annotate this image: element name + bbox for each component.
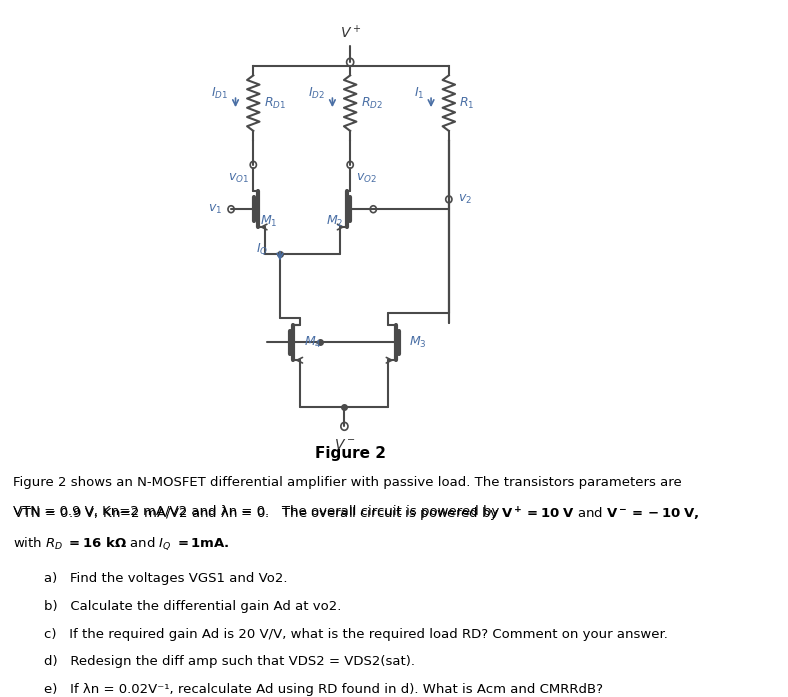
Text: $M_1$: $M_1$ <box>259 214 277 229</box>
Text: c)   If the required gain Ad is 20 V/V, what is the required load RD? Comment on: c) If the required gain Ad is 20 V/V, wh… <box>44 628 668 641</box>
Text: $M_4$: $M_4$ <box>304 335 322 350</box>
Text: Figure 2 shows an N-MOSFET differential amplifier with passive load. The transis: Figure 2 shows an N-MOSFET differential … <box>13 475 682 489</box>
Text: VTN = 0.9 V, Kn=2 mA/V2 and λn = 0.   The overall circuit is powered by: VTN = 0.9 V, Kn=2 mA/V2 and λn = 0. The … <box>13 505 504 519</box>
Text: d)   Redesign the diff amp such that VDS2 = VDS2(sat).: d) Redesign the diff amp such that VDS2 … <box>44 655 415 668</box>
Text: $V^-$: $V^-$ <box>333 438 355 452</box>
Text: $v_{O1}$: $v_{O1}$ <box>228 171 249 185</box>
Text: $I_Q$: $I_Q$ <box>256 241 269 256</box>
Text: $R_{D1}$: $R_{D1}$ <box>264 95 286 111</box>
Text: $v_1$: $v_1$ <box>208 203 222 216</box>
Text: Figure 2: Figure 2 <box>314 446 385 461</box>
Text: a)   Find the voltages VGS1 and Vo2.: a) Find the voltages VGS1 and Vo2. <box>44 572 288 585</box>
Text: $v_{O2}$: $v_{O2}$ <box>355 171 377 185</box>
Text: $M_2$: $M_2$ <box>325 214 343 229</box>
Text: b)   Calculate the differential gain Ad at vo2.: b) Calculate the differential gain Ad at… <box>44 600 342 613</box>
Text: $I_1$: $I_1$ <box>414 86 424 101</box>
Text: $M_3$: $M_3$ <box>409 335 426 350</box>
Text: $v_2$: $v_2$ <box>458 193 472 206</box>
Text: $R_{D2}$: $R_{D2}$ <box>361 95 383 111</box>
Text: $R_1$: $R_1$ <box>459 95 475 111</box>
Text: e)   If λn = 0.02V⁻¹, recalculate Ad using RD found in d). What is Acm and CMRRd: e) If λn = 0.02V⁻¹, recalculate Ad using… <box>44 683 604 696</box>
Text: $V^+$: $V^+$ <box>340 24 361 41</box>
Text: with $\mathbf{\mathit{R_D}}$ $\mathbf{= 16\ k\Omega}$ and $\mathbf{\mathit{I_Q}}: with $\mathbf{\mathit{R_D}}$ $\mathbf{= … <box>13 535 230 551</box>
Text: $I_{D2}$: $I_{D2}$ <box>308 86 325 101</box>
Text: VTN = 0.9 V, Kn=2 mA/V2 and λn = 0.   The overall circuit is powered by $\mathbf: VTN = 0.9 V, Kn=2 mA/V2 and λn = 0. The … <box>13 505 700 523</box>
Text: $I_{D1}$: $I_{D1}$ <box>211 86 229 101</box>
